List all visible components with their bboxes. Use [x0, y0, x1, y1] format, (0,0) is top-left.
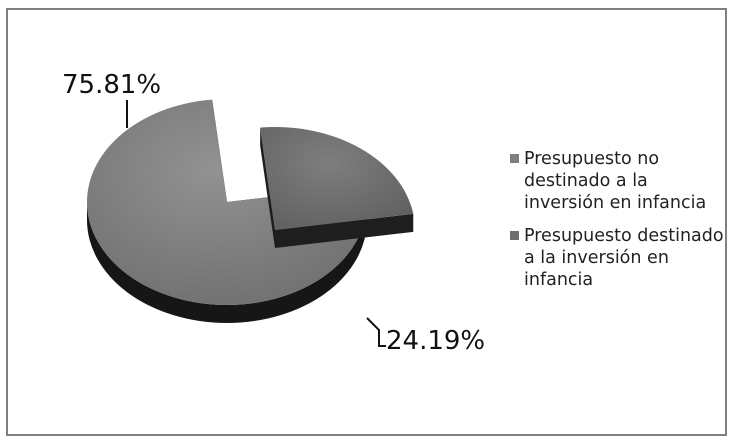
legend-label-0: Presupuesto no destinado a la inversión … [524, 149, 707, 213]
legend-item-0: Presupuesto no destinado a la inversión … [510, 148, 725, 214]
data-label-slice-1: 24.19% [386, 326, 486, 356]
pie-slice-1 [260, 127, 414, 230]
pie-slice-1-edge-1 [275, 213, 414, 248]
legend-swatch-1 [510, 231, 519, 240]
pie-slice-0-side-0 [87, 202, 367, 323]
legend-item-1: Presupuesto destinado a la inversión en … [510, 225, 725, 291]
data-label-slice-0: 75.81% [62, 70, 162, 100]
legend-swatch-0 [510, 154, 519, 163]
pie-slice-0 [87, 99, 368, 305]
leader-line-slice-1 [366, 317, 386, 347]
pie-slice-1-edge-0 [260, 127, 275, 248]
legend: Presupuesto no destinado a la inversión … [510, 148, 725, 302]
legend-label-1: Presupuesto destinado a la inversión en … [524, 226, 724, 290]
